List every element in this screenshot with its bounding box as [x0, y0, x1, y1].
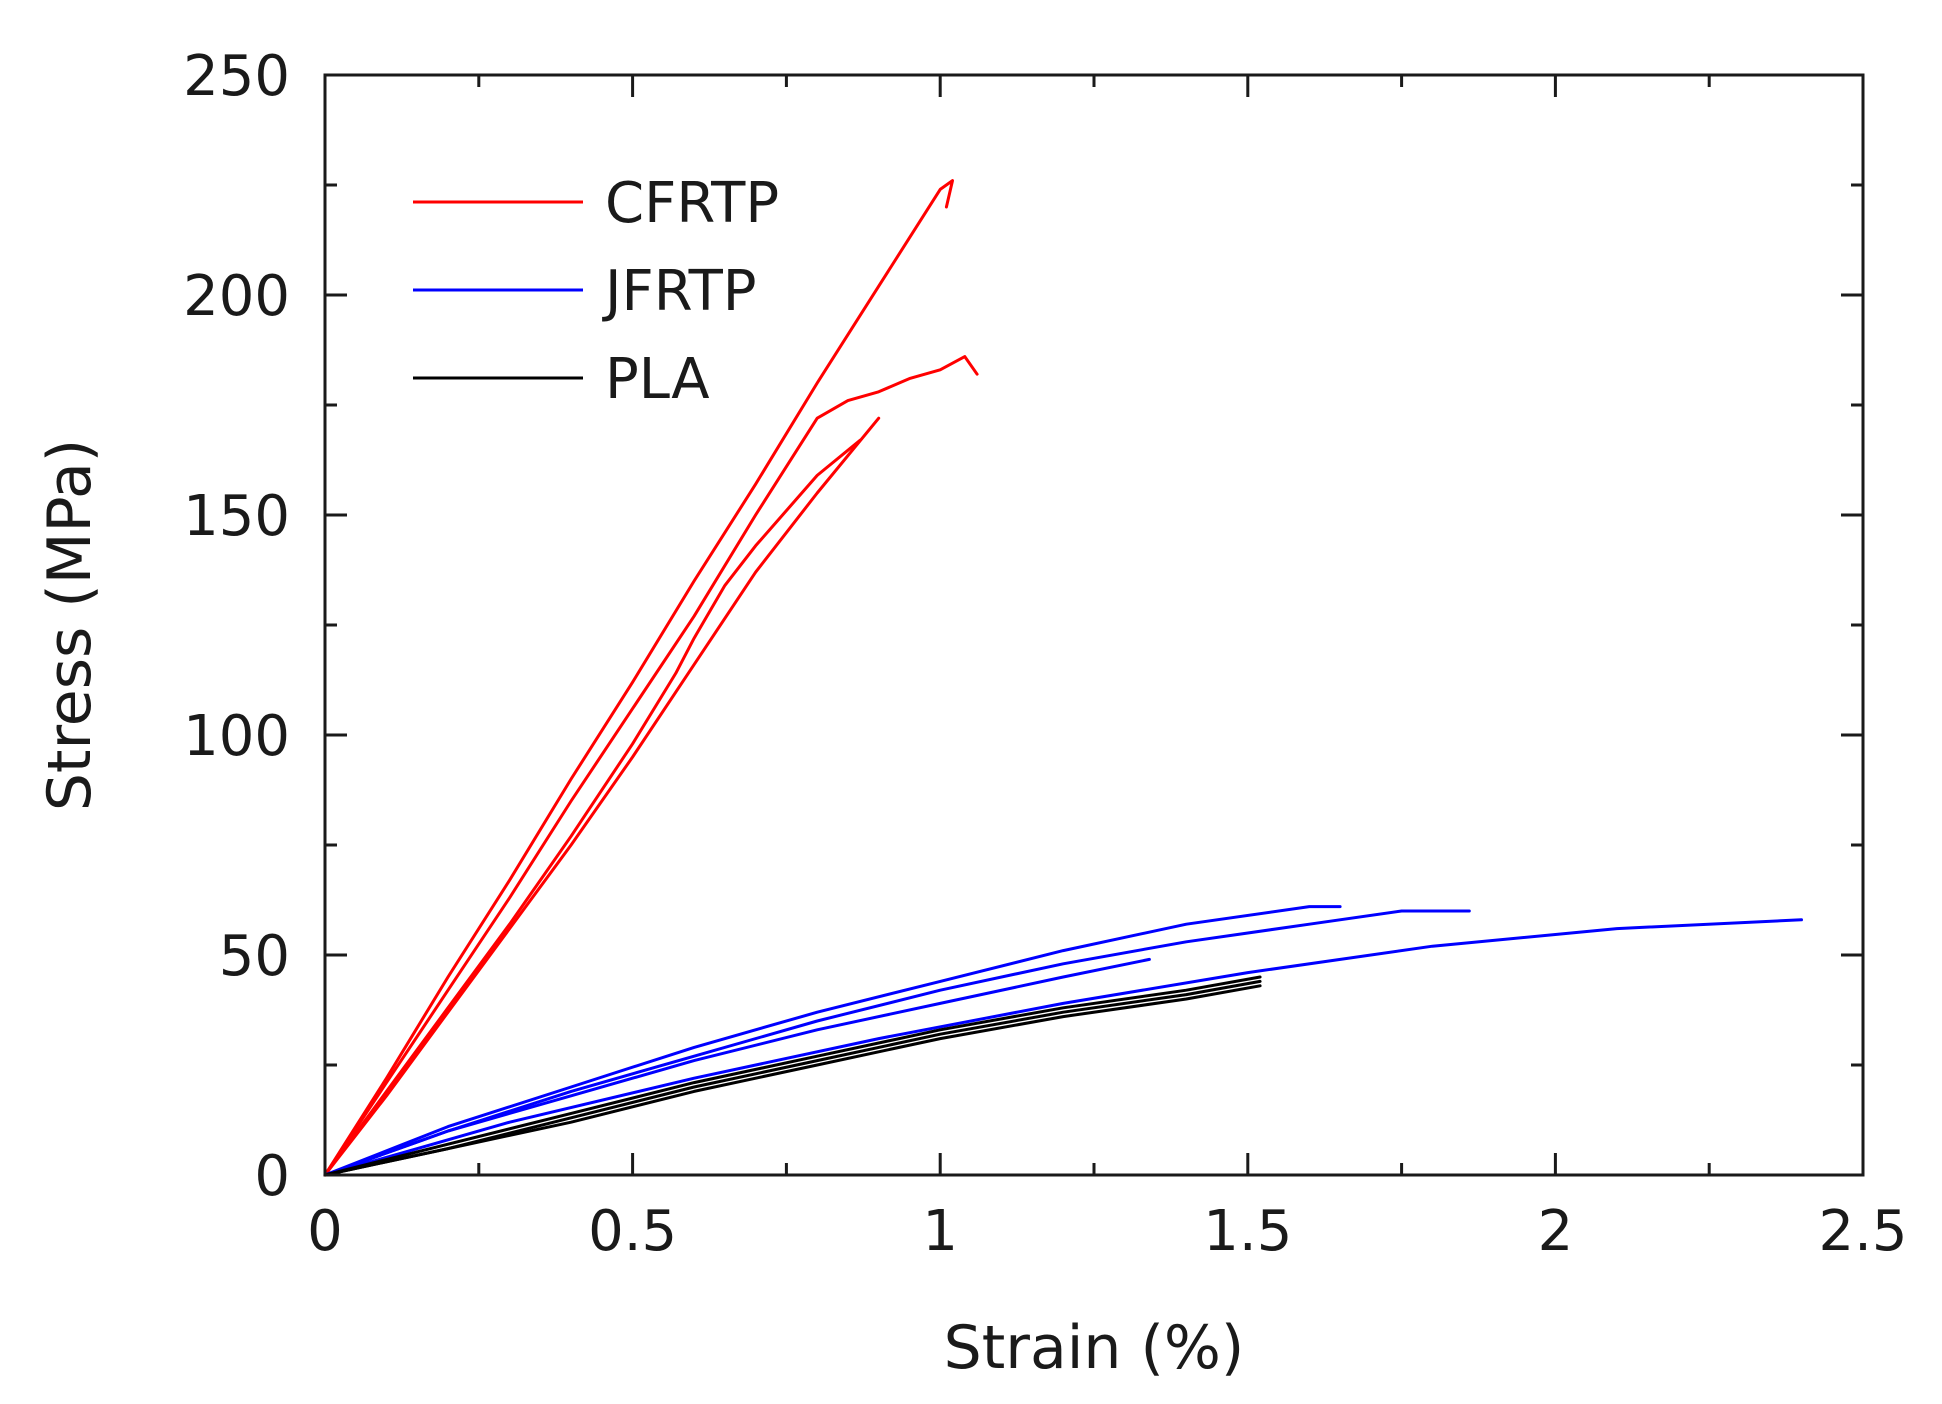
series-line-jfrtp	[323, 905, 1342, 1177]
y-tick-label: 0	[254, 1144, 290, 1209]
x-tick-label: 2.5	[1818, 1199, 1907, 1264]
legend-label-pla: PLA	[605, 347, 710, 412]
plot-frame	[323, 73, 1865, 1177]
series-line-pla	[323, 975, 1262, 1177]
series-line-cfrtp	[323, 416, 881, 1177]
legend-label-jfrtp: JFRTP	[602, 259, 757, 324]
series-line-cfrtp	[323, 179, 954, 1177]
x-tick-label: 1	[922, 1199, 958, 1264]
x-axis-title: Strain (%)	[944, 1313, 1245, 1383]
axis-ticks	[323, 73, 1865, 1177]
y-tick-label: 150	[183, 484, 290, 549]
tick-labels: 0 0.5 1 1.5 2 2.5 0 50 100 150 200 250	[183, 44, 1907, 1264]
series-line-pla	[323, 984, 1262, 1177]
series-line-jfrtp	[323, 957, 1151, 1177]
legend-label-cfrtp: CFRTP	[605, 171, 779, 236]
series-line-jfrtp	[323, 918, 1803, 1177]
y-axis-title: Stress (MPa)	[35, 439, 105, 811]
plot-series	[323, 179, 1803, 1177]
y-tick-label: 200	[183, 264, 290, 329]
legend: CFRTP JFRTP PLA	[413, 171, 779, 412]
x-tick-label: 1.5	[1203, 1199, 1292, 1264]
series-line-cfrtp	[323, 355, 979, 1177]
y-tick-label: 250	[183, 44, 290, 109]
x-tick-label: 0	[307, 1199, 343, 1264]
series-line-cfrtp	[323, 438, 862, 1177]
series-line-jfrtp	[323, 909, 1471, 1177]
x-tick-label: 2	[1538, 1199, 1574, 1264]
x-tick-label: 0.5	[588, 1199, 677, 1264]
y-tick-label: 50	[219, 924, 290, 989]
y-tick-label: 100	[183, 704, 290, 769]
